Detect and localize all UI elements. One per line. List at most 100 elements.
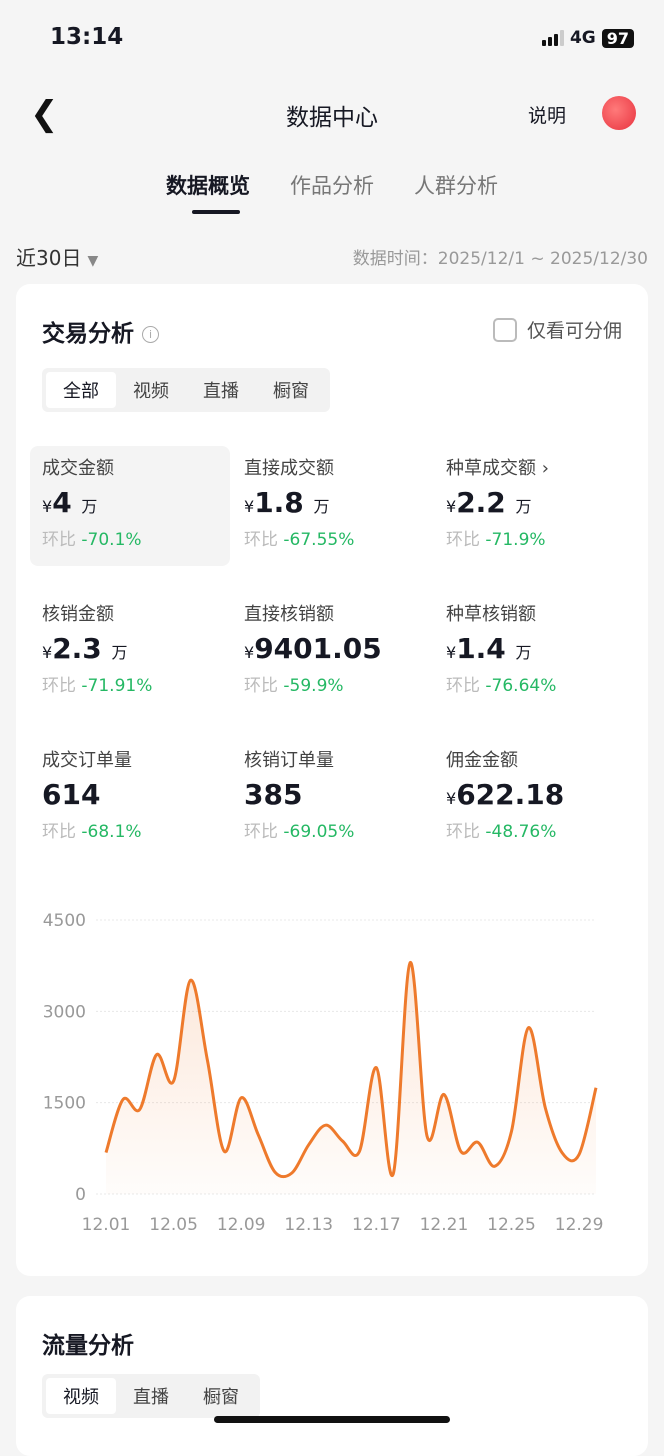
unit: 万 xyxy=(313,497,330,516)
tab-works[interactable]: 作品分析 xyxy=(290,174,374,198)
metric-compare: 环比 -71.91% xyxy=(42,671,218,696)
seg-window[interactable]: 橱窗 xyxy=(273,381,309,402)
explain-button[interactable]: 说明 xyxy=(527,105,566,127)
traffic-segments: 视频 直播 橱窗 xyxy=(42,1374,260,1418)
metric-label: 核销订单量 xyxy=(244,750,334,771)
main-tabs: 数据概览 作品分析 人群分析 xyxy=(0,170,664,214)
metric-label: 核销金额 xyxy=(42,604,114,625)
metric-card[interactable]: 核销金额 ¥2.3 万 环比 -71.91% xyxy=(30,592,230,712)
info-icon[interactable]: i xyxy=(142,326,159,343)
metric-label: 佣金金额 xyxy=(446,750,518,771)
x-tick-label: 12.29 xyxy=(555,1215,604,1235)
currency: ¥ xyxy=(446,643,457,662)
compare-value: -68.1% xyxy=(81,822,142,842)
metric-card[interactable]: 种草核销额 ¥1.4 万 环比 -76.64% xyxy=(434,592,634,712)
compare-value: -71.91% xyxy=(81,676,153,696)
metric-value: ¥2.3 万 xyxy=(42,632,218,665)
metric-value: ¥1.8 万 xyxy=(244,486,420,519)
value: 622.18 xyxy=(456,778,565,811)
y-tick-label: 1500 xyxy=(43,1094,86,1114)
metric-value: 385 xyxy=(244,778,420,811)
compare-value: -69.05% xyxy=(283,822,355,842)
compare-label: 环比 xyxy=(244,530,278,550)
compare-value: -59.9% xyxy=(283,676,344,696)
currency: ¥ xyxy=(446,789,457,808)
metric-compare: 环比 -67.55% xyxy=(244,525,420,550)
trade-segments: 全部 视频 直播 橱窗 xyxy=(42,368,330,412)
metric-label: 直接成交额 xyxy=(244,458,334,479)
metric-label: 种草成交额 › xyxy=(446,458,549,479)
series-area xyxy=(106,962,596,1194)
home-indicator xyxy=(214,1416,450,1423)
series-line xyxy=(104,961,598,1179)
metric-label: 直接核销额 xyxy=(244,604,334,625)
signal-icon xyxy=(541,30,564,46)
x-tick-label: 12.05 xyxy=(149,1215,198,1235)
metric-compare: 环比 -69.05% xyxy=(244,817,420,842)
metric-card[interactable]: 成交订单量 614 环比 -68.1% xyxy=(30,738,230,858)
y-tick-label: 4500 xyxy=(43,911,86,931)
metric-value: 614 xyxy=(42,778,218,811)
value: 4 xyxy=(52,486,72,519)
currency: ¥ xyxy=(446,497,457,516)
data-time: 数据时间：2025/12/1 ~ 2025/12/30 xyxy=(352,249,648,269)
metric-compare: 环比 -70.1% xyxy=(42,525,218,550)
metric-label: 成交订单量 xyxy=(42,750,132,771)
compare-value: -48.76% xyxy=(485,822,557,842)
metric-card[interactable]: 佣金金额 ¥622.18 环比 -48.76% xyxy=(434,738,634,858)
metric-label: 成交金额 xyxy=(42,458,114,479)
value: 1.4 xyxy=(456,632,506,665)
currency: ¥ xyxy=(42,643,53,662)
x-tick-label: 12.01 xyxy=(82,1215,131,1235)
metric-compare: 环比 -59.9% xyxy=(244,671,420,696)
unit: 万 xyxy=(515,497,532,516)
currency: ¥ xyxy=(244,643,255,662)
x-tick-label: 12.09 xyxy=(217,1215,266,1235)
metric-value: ¥1.4 万 xyxy=(446,632,622,665)
value: 614 xyxy=(42,778,101,811)
compare-label: 环比 xyxy=(244,822,278,842)
seg-video[interactable]: 视频 xyxy=(46,1378,116,1414)
unit: 万 xyxy=(515,643,532,662)
x-tick-label: 12.21 xyxy=(420,1215,469,1235)
compare-label: 环比 xyxy=(42,822,76,842)
x-tick-label: 12.13 xyxy=(284,1215,333,1235)
metric-value: ¥9401.05 xyxy=(244,632,420,665)
metric-card[interactable]: 直接成交额 ¥1.8 万 环比 -67.55% xyxy=(232,446,432,566)
y-tick-label: 3000 xyxy=(43,1002,86,1022)
compare-label: 环比 xyxy=(244,676,278,696)
traffic-title: 流量分析 xyxy=(42,1333,134,1359)
seg-live[interactable]: 直播 xyxy=(133,1387,169,1408)
tab-audience[interactable]: 人群分析 xyxy=(414,174,498,198)
range-label: 近30日 xyxy=(16,246,82,270)
compare-label: 环比 xyxy=(446,676,480,696)
network-label: 4G xyxy=(569,28,596,48)
back-icon[interactable]: ❮ xyxy=(30,94,59,134)
metric-label: 种草核销额 xyxy=(446,604,536,625)
seg-video[interactable]: 视频 xyxy=(133,381,169,402)
compare-value: -67.55% xyxy=(283,530,355,550)
trade-card: 交易分析 i 仅看可分佣 全部 视频 直播 橱窗 成交金额 ¥4 万 环比 -70… xyxy=(16,284,648,1276)
compare-value: -76.64% xyxy=(485,676,557,696)
unit: 万 xyxy=(81,497,98,516)
compare-value: -71.9% xyxy=(485,530,546,550)
metric-card[interactable]: 成交金额 ¥4 万 环比 -70.1% xyxy=(30,446,230,566)
tab-overview[interactable]: 数据概览 xyxy=(166,170,250,214)
metric-compare: 环比 -48.76% xyxy=(446,817,622,842)
seg-all[interactable]: 全部 xyxy=(46,372,116,408)
compare-label: 环比 xyxy=(446,822,480,842)
metric-value: ¥622.18 xyxy=(446,778,622,811)
metric-card[interactable]: 核销订单量 385 环比 -69.05% xyxy=(232,738,432,858)
metric-card[interactable]: 种草成交额 › ¥2.2 万 环比 -71.9% xyxy=(434,446,634,566)
assistant-avatar-icon[interactable] xyxy=(602,96,636,130)
value: 2.3 xyxy=(52,632,102,665)
metrics-grid: 成交金额 ¥4 万 环比 -70.1% 直接成交额 ¥1.8 万 环比 -67.5… xyxy=(30,446,634,858)
only-commission-checkbox[interactable]: 仅看可分佣 xyxy=(492,316,622,343)
checkbox-icon xyxy=(492,317,517,342)
metric-card[interactable]: 直接核销额 ¥9401.05 环比 -59.9% xyxy=(232,592,432,712)
metric-value: ¥2.2 万 xyxy=(446,486,622,519)
range-dropdown[interactable]: 近30日 ▼ xyxy=(16,242,98,271)
seg-live[interactable]: 直播 xyxy=(203,381,239,402)
seg-window[interactable]: 橱窗 xyxy=(203,1387,239,1408)
metric-compare: 环比 -68.1% xyxy=(42,817,218,842)
